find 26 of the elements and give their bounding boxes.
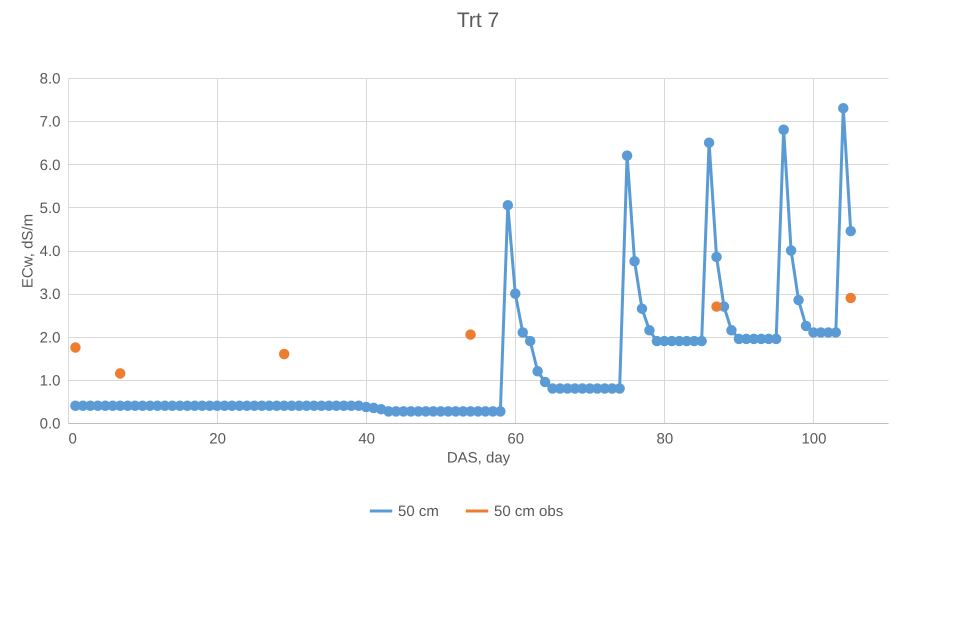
- x-tick-label: 100: [801, 430, 826, 448]
- legend-label: 50 cm obs: [494, 503, 564, 520]
- y-tick-label: 8.0: [40, 70, 60, 88]
- x-tick-label: 0: [68, 430, 77, 448]
- y-tick-label: 2.0: [40, 329, 60, 346]
- y-tick-label: 5.0: [40, 200, 60, 217]
- point: [278, 348, 290, 360]
- x-tick-label: 80: [656, 430, 674, 448]
- point: [845, 292, 856, 304]
- x-axis-title: DAS, day: [446, 450, 511, 466]
- x-tick-label: 60: [507, 430, 524, 448]
- chart-title: Trt 7: [456, 9, 500, 32]
- point: [465, 329, 476, 340]
- x-tick-label: 20: [209, 430, 226, 448]
- x-tick-label: 40: [358, 430, 376, 448]
- y-tick-label: 0.0: [40, 416, 60, 432]
- point: [114, 368, 126, 379]
- y-tick-label: 6.0: [40, 156, 60, 174]
- legend-label: 50 cm: [398, 503, 439, 520]
- y-tick-label: 7.0: [40, 114, 60, 131]
- y-axis-title: ECw, dS/m: [20, 214, 37, 288]
- y-tick-label: 4.0: [40, 243, 60, 260]
- y-tick-label: 3.0: [40, 286, 60, 304]
- y-tick-label: 1.0: [40, 372, 60, 390]
- point: [70, 342, 81, 353]
- point: [711, 301, 722, 312]
